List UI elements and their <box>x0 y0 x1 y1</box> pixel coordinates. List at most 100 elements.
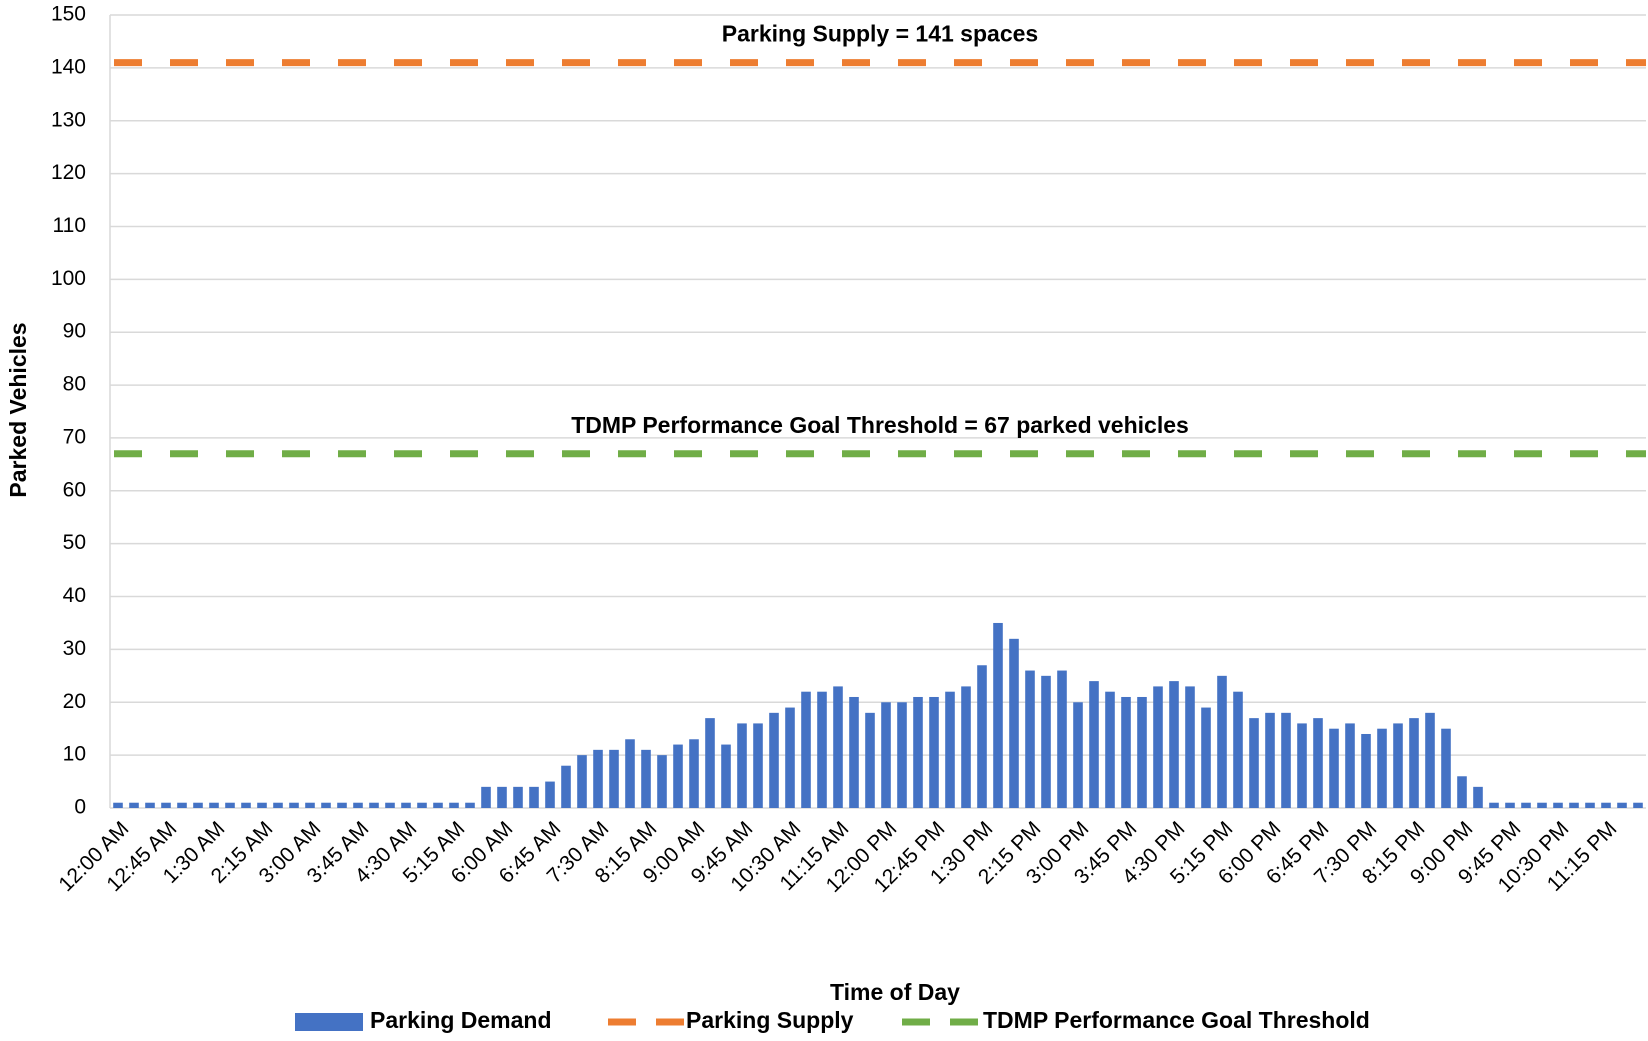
bar <box>817 691 827 808</box>
bar <box>497 786 507 808</box>
bar <box>1601 802 1611 808</box>
bar <box>1393 723 1403 808</box>
bar <box>1537 802 1547 808</box>
bar <box>321 802 331 808</box>
bar <box>833 686 843 808</box>
bar <box>385 802 395 808</box>
bar <box>305 802 315 808</box>
bar <box>1169 681 1179 808</box>
bar <box>657 755 667 808</box>
bar <box>209 802 219 808</box>
y-tick-label: 150 <box>51 3 86 26</box>
y-tick-label: 10 <box>63 743 86 766</box>
bar <box>545 781 555 808</box>
bar <box>577 755 587 808</box>
bar <box>641 749 651 808</box>
bar <box>785 707 795 808</box>
bar <box>609 749 619 808</box>
bar <box>129 802 139 808</box>
bar <box>113 802 123 808</box>
y-tick-label: 0 <box>74 796 86 819</box>
bar <box>1329 728 1339 808</box>
y-tick-label: 60 <box>63 478 86 501</box>
y-tick-label: 40 <box>63 584 86 607</box>
y-tick-label: 70 <box>63 425 86 448</box>
bar <box>945 691 955 808</box>
bar <box>1425 712 1435 808</box>
bar <box>737 723 747 808</box>
bar <box>929 696 939 808</box>
y-tick-label: 140 <box>51 55 86 78</box>
bar <box>1345 723 1355 808</box>
bar <box>849 696 859 808</box>
legend-swatch <box>295 1013 363 1031</box>
bar <box>161 802 171 808</box>
bar <box>1073 702 1083 808</box>
y-tick-label: 130 <box>51 108 86 131</box>
bar <box>865 712 875 808</box>
bar <box>1201 707 1211 808</box>
bar <box>881 702 891 808</box>
annotation: TDMP Performance Goal Threshold = 67 par… <box>571 412 1189 438</box>
y-axis-title: Parked Vehicles <box>5 322 31 497</box>
bar <box>417 802 427 808</box>
bar <box>1553 802 1563 808</box>
bar <box>1185 686 1195 808</box>
bar <box>753 723 763 808</box>
bar <box>449 802 459 808</box>
bar <box>1361 733 1371 808</box>
x-axis-title: Time of Day <box>830 979 960 1005</box>
bar <box>465 802 475 808</box>
bar <box>353 802 363 808</box>
bar <box>561 765 571 808</box>
bar <box>961 686 971 808</box>
bar <box>913 696 923 808</box>
bar <box>177 802 187 808</box>
bar <box>689 739 699 808</box>
bar <box>529 786 539 808</box>
bar <box>193 802 203 808</box>
bar <box>145 802 155 808</box>
bar <box>1377 728 1387 808</box>
y-tick-label: 120 <box>51 161 86 184</box>
bar <box>1041 675 1051 808</box>
bar <box>1217 675 1227 808</box>
bar <box>673 744 683 808</box>
bar <box>513 786 523 808</box>
bar <box>1281 712 1291 808</box>
bar <box>1441 728 1451 808</box>
bar <box>977 665 987 808</box>
bar <box>1233 691 1243 808</box>
bar <box>1057 670 1067 808</box>
bar <box>1089 681 1099 808</box>
bar <box>769 712 779 808</box>
bar <box>1489 802 1499 808</box>
bar <box>1105 691 1115 808</box>
bar <box>1473 786 1483 808</box>
bar <box>1409 718 1419 808</box>
bar <box>993 622 1003 808</box>
bar <box>897 702 907 808</box>
legend-label: TDMP Performance Goal Threshold <box>983 1007 1370 1033</box>
y-tick-label: 100 <box>51 267 86 290</box>
bar <box>433 802 443 808</box>
bar <box>721 744 731 808</box>
bar <box>257 802 267 808</box>
bar <box>1265 712 1275 808</box>
y-tick-label: 50 <box>63 531 86 554</box>
bar <box>1249 718 1259 808</box>
bar <box>593 749 603 808</box>
bar <box>1505 802 1515 808</box>
legend-label: Parking Supply <box>686 1007 854 1033</box>
bar <box>401 802 411 808</box>
bar <box>241 802 251 808</box>
bar <box>1585 802 1595 808</box>
bar <box>1521 802 1531 808</box>
bar <box>289 802 299 808</box>
bar <box>1153 686 1163 808</box>
y-tick-label: 30 <box>63 637 86 660</box>
bar <box>625 739 635 808</box>
bar <box>1457 776 1467 808</box>
bar <box>1633 802 1643 808</box>
